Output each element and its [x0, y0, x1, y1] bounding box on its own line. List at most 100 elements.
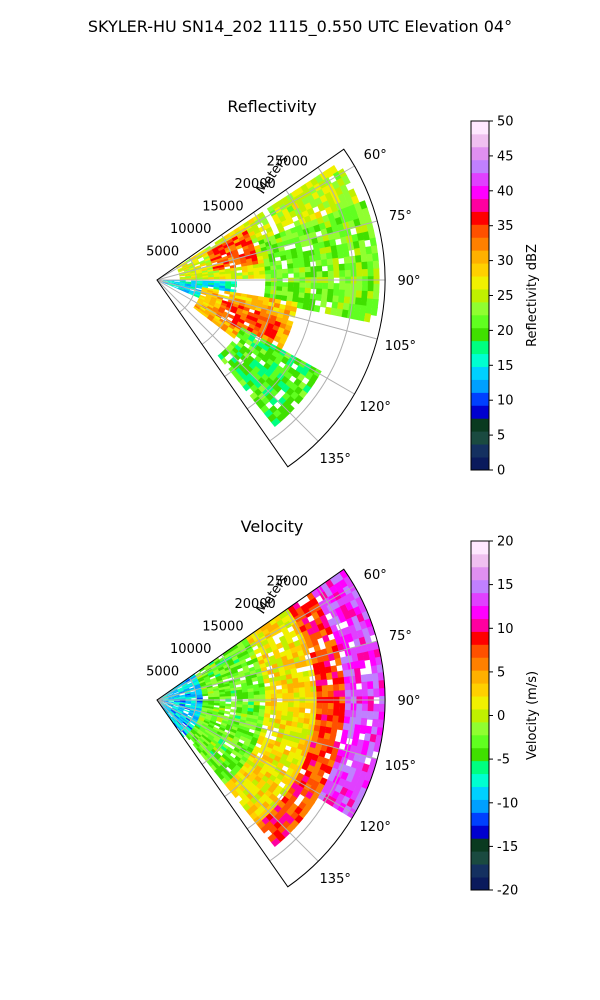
velocity-cell [212, 746, 220, 753]
velocity-cell [216, 677, 223, 682]
reflectivity-cell [242, 383, 251, 392]
velocity-cell [245, 768, 253, 776]
reflectivity-cell [230, 308, 237, 314]
reflectivity-cell [276, 286, 283, 292]
velocity-cell [162, 695, 168, 698]
velocity-cell [196, 706, 203, 709]
velocity-cell [344, 703, 351, 712]
velocity-cell [219, 701, 226, 704]
velocity-cell [332, 709, 340, 717]
reflectivity-cell [322, 214, 330, 224]
reflectivity-cell [184, 284, 191, 287]
velocity-cell [167, 691, 173, 695]
reflectivity-cell [261, 344, 270, 353]
reflectivity-cell [264, 289, 271, 295]
velocity-cell [253, 701, 260, 706]
velocity-cell [162, 695, 168, 698]
velocity-cell [208, 660, 215, 667]
reflectivity-cell [212, 306, 220, 312]
velocity-cell [331, 671, 339, 680]
reflectivity-cell [281, 290, 288, 297]
reflectivity-cell [359, 305, 367, 315]
reflectivity-cell [214, 239, 221, 246]
velocity-cell [304, 686, 311, 693]
velocity-cell [233, 658, 241, 665]
reflectivity-cell [213, 272, 220, 276]
velocity-cell [189, 731, 195, 737]
reflectivity-cell [240, 335, 248, 343]
velocity-range-tick-label: 10000 [170, 642, 211, 657]
reflectivity-cell [291, 301, 298, 308]
velocity-cell [239, 735, 247, 742]
velocity-cell [171, 707, 178, 712]
velocity-colorbar-segment [471, 605, 489, 619]
reflectivity-cell [298, 292, 305, 299]
velocity-cell [291, 721, 298, 728]
velocity-cell [209, 758, 216, 765]
velocity-azimuth-tick-label: 105° [385, 759, 416, 774]
reflectivity-cell [201, 287, 208, 291]
reflectivity-cell [206, 293, 213, 297]
reflectivity-cell [326, 294, 334, 303]
reflectivity-cell [243, 233, 251, 240]
velocity-cell [287, 692, 294, 699]
velocity-cell [315, 708, 323, 716]
reflectivity-cell [253, 325, 261, 333]
reflectivity-cell [273, 335, 282, 343]
velocity-cell [286, 678, 294, 685]
velocity-cell [215, 760, 222, 768]
velocity-cell [293, 702, 300, 709]
reflectivity-cell [225, 346, 233, 354]
velocity-cell [204, 665, 212, 671]
velocity-cell [184, 705, 191, 708]
reflectivity-azimuth-spoke [156, 220, 378, 281]
velocity-cell [340, 735, 348, 745]
reflectivity-cell [341, 174, 351, 186]
velocity-cell [183, 688, 190, 692]
velocity-cell [181, 712, 188, 717]
reflectivity-cell [220, 302, 228, 307]
reflectivity-cell [207, 284, 214, 288]
reflectivity-cell [372, 291, 380, 301]
reflectivity-cell [337, 295, 345, 304]
reflectivity-cell [334, 216, 343, 226]
velocity-cell [175, 712, 182, 717]
reflectivity-cell [195, 251, 202, 257]
reflectivity-cell [256, 318, 264, 326]
reflectivity-cell [271, 417, 281, 427]
velocity-cell [332, 677, 339, 686]
reflectivity-cell [217, 246, 225, 252]
velocity-cell [314, 719, 322, 727]
reflectivity-cell [358, 312, 366, 322]
reflectivity-cell [342, 302, 350, 312]
reflectivity-cell [342, 249, 350, 259]
velocity-cell [241, 707, 249, 712]
reflectivity-cell [220, 251, 227, 256]
velocity-colorbar-segment [471, 683, 489, 697]
reflectivity-colorbar-segment [471, 379, 489, 393]
velocity-colorbar-tick-label: 20 [497, 535, 514, 550]
velocity-cell [264, 705, 272, 711]
velocity-cell [221, 753, 229, 761]
velocity-cell [252, 634, 261, 642]
velocity-cell [280, 715, 288, 722]
velocity-cell [361, 710, 368, 720]
velocity-cell [162, 701, 168, 705]
reflectivity-cell [222, 348, 230, 356]
velocity-cell [267, 833, 277, 843]
velocity-cell [211, 728, 219, 734]
velocity-cell [235, 686, 243, 691]
velocity-cell [356, 703, 363, 712]
velocity-cell [226, 746, 234, 753]
reflectivity-cell [295, 246, 303, 254]
reflectivity-cell [168, 280, 175, 282]
reflectivity-cell [209, 300, 216, 305]
velocity-cell [241, 744, 249, 751]
reflectivity-cell [338, 229, 347, 239]
velocity-cell [270, 706, 277, 712]
velocity-cell [320, 673, 328, 681]
velocity-cell [204, 679, 212, 684]
velocity-cell [242, 692, 249, 696]
velocity-cell [259, 768, 268, 776]
velocity-cell [172, 705, 179, 709]
